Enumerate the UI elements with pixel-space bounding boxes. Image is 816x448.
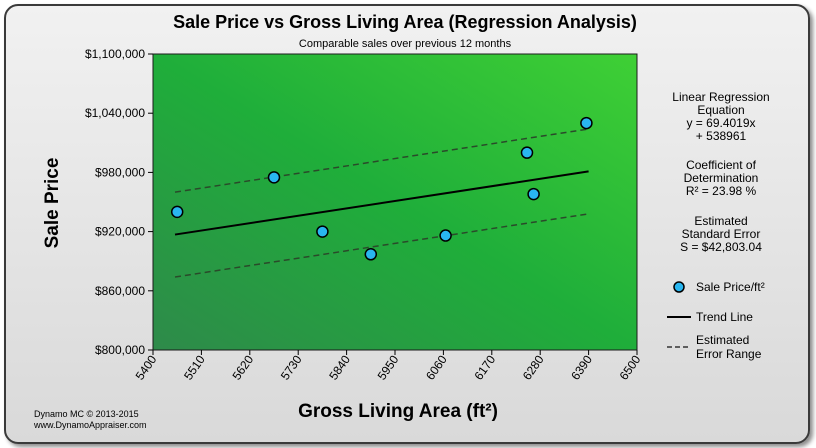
- x-tick-label: 5730: [278, 352, 305, 382]
- regression-line-1: Linear Regression: [672, 90, 769, 104]
- cod-line-3: R² = 23.98 %: [686, 184, 757, 198]
- data-point: [170, 205, 184, 219]
- trend-line: [174, 170, 589, 236]
- regression-line-3: y = 69.4019x: [686, 116, 755, 130]
- y-axis-title: Sale Price: [42, 158, 63, 249]
- y-tick-label: $920,000: [95, 225, 145, 239]
- x-tick-label: 5950: [375, 352, 402, 382]
- x-tick-label: 6060: [423, 352, 450, 382]
- x-tick-label: 5840: [326, 352, 353, 382]
- y-tick-label: $1,100,000: [85, 47, 145, 61]
- std-error-line-3: S = $42,803.04: [680, 240, 762, 254]
- x-tick-label: 5620: [229, 352, 256, 382]
- cod-line-2: Determination: [684, 171, 759, 185]
- regression-line-2: Equation: [697, 103, 744, 117]
- data-point: [267, 171, 281, 184]
- regression-equation: Linear Regression Equation y = 69.4019x …: [672, 90, 769, 143]
- x-tick-label: 6390: [568, 352, 595, 382]
- plot-area: [152, 53, 638, 351]
- footer-copyright: Dynamo MC © 2013-2015: [34, 409, 139, 419]
- data-point: [439, 229, 452, 242]
- y-axis-ticks: $800,000 $860,000 $920,000 $980,000 $1,040,0…: [85, 47, 153, 357]
- x-axis-title: Gross Living Area (ft²): [298, 401, 498, 422]
- data-point: [316, 225, 329, 238]
- x-tick-label: 6170: [471, 352, 498, 382]
- y-tick-label: $800,000: [95, 343, 145, 357]
- y-tick-label: $980,000: [95, 165, 145, 179]
- data-point: [580, 116, 593, 130]
- legend-error-label-2: Error Range: [696, 347, 762, 361]
- x-tick-label: 5510: [181, 352, 208, 382]
- cod-line-1: Coefficient of: [686, 158, 756, 172]
- std-error-line-1: Estimated: [694, 214, 747, 228]
- y-tick-label: $1,040,000: [85, 106, 145, 120]
- chart-title: Sale Price vs Gross Living Area (Regress…: [173, 12, 637, 32]
- data-point: [527, 187, 540, 201]
- data-point: [364, 248, 378, 261]
- legend-marker-label: Sale Price/ft²: [696, 280, 765, 294]
- footer-website: www.DynamoAppraiser.com: [33, 420, 147, 430]
- legend-marker-icon: [673, 281, 685, 293]
- regression-line-4: + 538961: [696, 129, 747, 143]
- y-tick-label: $860,000: [95, 284, 145, 298]
- data-point: [520, 146, 534, 159]
- x-axis-ticks: 5400 5510 5620 5730 5840 5950 6060 6170 6280 6390…: [133, 350, 644, 383]
- x-tick-label: 6280: [520, 352, 547, 382]
- coefficient-of-determination: Coefficient of Determination R² = 23.98 …: [684, 158, 759, 198]
- trend-line-group: [174, 170, 589, 236]
- chart-subtitle: Comparable sales over previous 12 months: [299, 38, 512, 50]
- standard-error: Estimated Standard Error S = $42,803.04: [680, 214, 762, 254]
- x-tick-label: 6500: [617, 352, 644, 382]
- legend-error-label-1: Estimated: [696, 333, 749, 347]
- data-points: [170, 116, 593, 261]
- std-error-line-2: Standard Error: [682, 227, 761, 241]
- legend: Sale Price/ft² Trend Line Estimated Erro…: [667, 280, 765, 361]
- legend-trend-label: Trend Line: [696, 310, 753, 324]
